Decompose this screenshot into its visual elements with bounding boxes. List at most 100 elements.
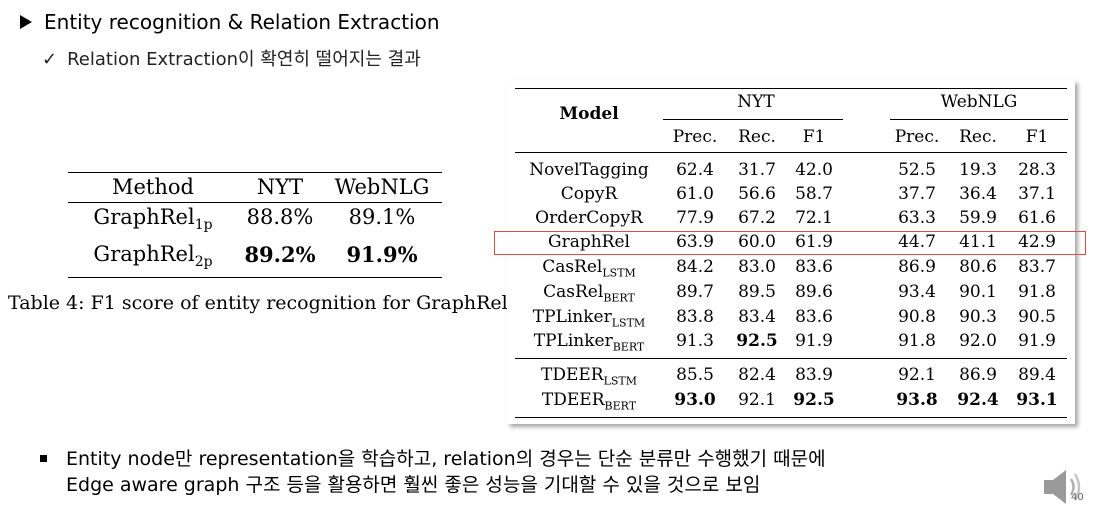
table-cell: 86.9 (959, 365, 997, 385)
table-cell: 83.8 (676, 307, 714, 327)
table-cell: 89.6 (795, 282, 833, 302)
table-cell: 72.1 (795, 208, 833, 228)
table-cell: 82.4 (738, 365, 776, 385)
table-top-rule (515, 88, 1067, 89)
table-cell: 90.1 (959, 282, 997, 302)
bullet-point: Entity node만 representation을 학습하고, relat… (40, 446, 826, 498)
table-cell: 36.4 (959, 184, 997, 204)
table-cell: 19.3 (959, 160, 997, 180)
table-cell: 93.8 (896, 390, 938, 410)
table-cell: 42.9 (1018, 232, 1056, 252)
graphrel-highlight-box (494, 231, 1086, 255)
table-cell: 67.2 (738, 208, 776, 228)
table-row-name: TPLinkerBERT (533, 331, 645, 354)
table-cell: 92.1 (738, 390, 776, 410)
table-row-name: CasRelLSTM (542, 257, 636, 280)
table-row-name: NovelTagging (529, 160, 649, 180)
table-cell: 42.0 (795, 160, 833, 180)
table-cell: 61.0 (676, 184, 714, 204)
table-cell: 44.7 (898, 232, 936, 252)
table-cell: 28.3 (1018, 160, 1056, 180)
square-bullet-icon (40, 455, 47, 462)
subheader-cell: Rec. (959, 127, 997, 147)
slide-heading: Entity recognition & Relation Extraction (20, 9, 440, 35)
table-cell: 89.5 (738, 282, 776, 302)
subheading-text: Relation Extraction이 확연히 떨어지는 결과 (67, 49, 421, 70)
header-model: Model (559, 104, 619, 124)
table-cell: 91.9 (795, 331, 833, 351)
table-cell: 63.3 (898, 208, 936, 228)
table-cell: 93.1 (1016, 390, 1058, 410)
relation-extraction-table: Model NYT WebNLG Prec. Rec. F1 Prec. Rec. F1 Nove… (507, 80, 1075, 424)
table-cell: 61.9 (795, 232, 833, 252)
table-cell: 91.8 (898, 331, 936, 351)
table-row-name: GraphRel (548, 232, 630, 252)
table-cell: 90.8 (898, 307, 936, 327)
table-cell: 85.5 (676, 365, 714, 385)
table-cell: 92.0 (959, 331, 997, 351)
table-row-name: OrderCopyR (535, 208, 643, 228)
table-cell: 83.6 (795, 307, 833, 327)
table-cell: 91.9 (1018, 331, 1056, 351)
table-row-name: TPLinkerLSTM (532, 307, 646, 330)
table-cell: 56.6 (738, 184, 776, 204)
speaker-icon[interactable] (1040, 462, 1096, 512)
slide-subheading: ✓ Relation Extraction이 확연히 떨어지는 결과 (42, 48, 421, 72)
table-cell: 37.1 (1018, 184, 1056, 204)
table-cell: 84.2 (676, 257, 714, 277)
table-cell: 83.6 (795, 257, 833, 277)
table-cell: 60.0 (738, 232, 776, 252)
subheader-cell: Rec. (738, 127, 776, 147)
table-row-name: CopyR (560, 184, 618, 204)
header-nyt: NYT (256, 175, 304, 199)
table-cell: 31.7 (738, 160, 776, 180)
table-row-name: TDEERLSTM (540, 365, 638, 388)
table-cell: 61.6 (1018, 208, 1056, 228)
table-caption: Table 4: F1 score of entity recognition … (8, 292, 514, 314)
table-mid-rule (68, 202, 442, 203)
header-method: Method (112, 175, 194, 199)
table-cell: 83.7 (1018, 257, 1056, 277)
table-cell: 59.9 (959, 208, 997, 228)
table-cell: 83.4 (738, 307, 776, 327)
table-cell: 77.9 (676, 208, 714, 228)
table-header-row: Method NYT WebNLG (68, 173, 442, 202)
table-bottom-rule (68, 277, 442, 279)
bullet-line-2: Edge aware graph 구조 등을 활용하면 훨씬 좋은 성능을 기대… (66, 474, 761, 496)
webnlg-group-rule (890, 119, 1068, 120)
table-cell: 86.9 (898, 257, 936, 277)
table-cell: 92.5 (793, 390, 835, 410)
table-row-name: CasRelBERT (543, 282, 635, 305)
table-row-name: TDEERBERT (541, 390, 637, 413)
table-cell: 89.4 (1018, 365, 1056, 385)
header-webnlg: WebNLG (940, 92, 1018, 112)
subheader-cell: F1 (1025, 127, 1049, 147)
table-cell: 93.0 (674, 390, 716, 410)
table-group-rule (515, 358, 1067, 359)
table-cell: 91.3 (676, 331, 714, 351)
header-webnlg: WebNLG (334, 175, 430, 199)
table-cell: 83.9 (795, 365, 833, 385)
table-cell: 63.9 (676, 232, 714, 252)
table-cell: 83.0 (738, 257, 776, 277)
heading-text: Entity recognition & Relation Extraction (44, 10, 440, 34)
header-nyt: NYT (737, 92, 775, 112)
table-cell: 93.4 (898, 282, 936, 302)
table-row: GraphRel1p 88.8% 89.1% (68, 203, 442, 240)
table-cell: 90.3 (959, 307, 997, 327)
table-cell: 92.4 (957, 390, 999, 410)
checkmark-icon: ✓ (42, 49, 58, 70)
table-cell: 41.1 (959, 232, 997, 252)
nyt-group-rule (663, 119, 843, 120)
table-cell: 62.4 (676, 160, 714, 180)
table-top-rule (68, 172, 442, 173)
subheader-cell: F1 (802, 127, 826, 147)
bullet-line-1: Entity node만 representation을 학습하고, relat… (66, 448, 826, 470)
table-cell: 91.8 (1018, 282, 1056, 302)
page-number: 40 (1071, 492, 1084, 503)
table-cell: 37.7 (898, 184, 936, 204)
table-cell: 90.5 (1018, 307, 1056, 327)
table-row: GraphRel2p 89.2% 91.9% (68, 240, 442, 277)
table-cell: 92.1 (898, 365, 936, 385)
webnlg-cell: 91.9% (346, 242, 418, 268)
